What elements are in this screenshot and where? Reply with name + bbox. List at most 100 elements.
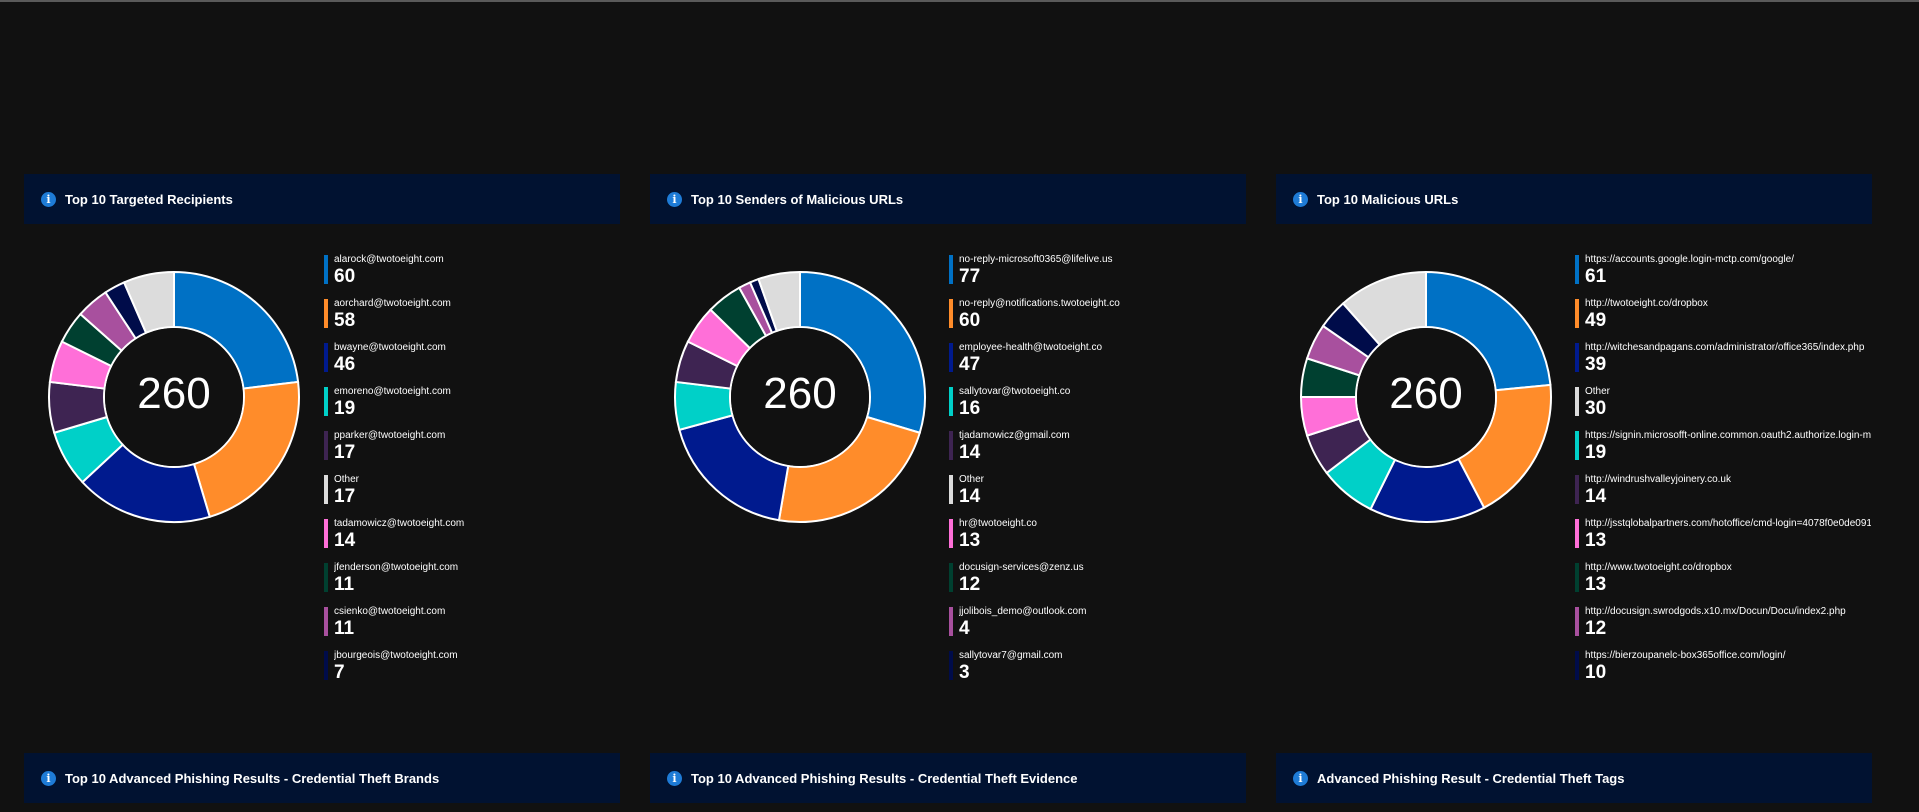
legend-item[interactable]: jjolibois_demo@outlook.com 4	[949, 605, 1244, 649]
legend-value: 17	[334, 442, 356, 463]
legend-item[interactable]: bwayne@twotoeight.com 46	[324, 341, 619, 385]
legend-label: docusign-services@zenz.us	[959, 562, 1084, 573]
legend-item[interactable]: sallytovar@twotoeight.co 16	[949, 385, 1244, 429]
legend-item[interactable]: pparker@twotoeight.com 17	[324, 429, 619, 473]
legend-swatch	[1575, 607, 1579, 636]
legend-swatch	[949, 563, 953, 592]
legend-swatch	[949, 299, 953, 328]
donut-chart-senders-malicious-urls	[674, 270, 926, 523]
legend-item[interactable]: docusign-services@zenz.us 12	[949, 561, 1244, 605]
legend-item[interactable]: http://twotoeight.co/dropbox 49	[1575, 297, 1871, 341]
legend-swatch	[1575, 519, 1579, 548]
legend-swatch	[324, 519, 328, 548]
legend-swatch	[949, 519, 953, 548]
legend-value: 60	[959, 310, 981, 331]
legend-value: 13	[1585, 574, 1607, 595]
legend-label: csienko@twotoeight.com	[334, 606, 446, 617]
legend-item[interactable]: employee-health@twotoeight.co 47	[949, 341, 1244, 385]
info-icon[interactable]: i	[667, 191, 682, 207]
legend-item[interactable]: hr@twotoeight.co 13	[949, 517, 1244, 561]
donut-slice[interactable]	[799, 270, 926, 434]
legend-value: 49	[1585, 310, 1607, 331]
legend-value: 11	[334, 574, 355, 595]
legend-item[interactable]: aorchard@twotoeight.com 58	[324, 297, 619, 341]
legend-label: https://signin.microsofft-online.common.…	[1585, 430, 1871, 441]
legend-item[interactable]: http://docusign.swrodgods.x10.mx/Docun/D…	[1575, 605, 1871, 649]
legend-swatch	[1575, 651, 1579, 680]
legend-swatch	[949, 607, 953, 636]
legend-swatch	[1575, 255, 1579, 284]
legend-item[interactable]: https://bierzoupanelc-box365office.com/l…	[1575, 649, 1871, 693]
legend-swatch	[324, 255, 328, 284]
legend-item[interactable]: http://windrushvalleyjoinery.co.uk 14	[1575, 473, 1871, 517]
donut-hole	[1357, 328, 1495, 466]
legend-value: 30	[1585, 398, 1607, 419]
legend-item[interactable]: Other 17	[324, 473, 619, 517]
legend-swatch	[324, 431, 328, 460]
legend-swatch	[1575, 343, 1579, 372]
legend-item[interactable]: Other 30	[1575, 385, 1871, 429]
legend-item[interactable]: tjadamowicz@gmail.com 14	[949, 429, 1244, 473]
panel-title: Top 10 Senders of Malicious URLs	[691, 191, 904, 207]
donut-slice[interactable]	[122, 270, 175, 335]
legend-value: 60	[334, 266, 356, 287]
legend-item[interactable]: jfenderson@twotoeight.com 11	[324, 561, 619, 605]
legend-item[interactable]: https://accounts.google.login-mctp.com/g…	[1575, 253, 1871, 297]
donut-slice[interactable]	[1341, 270, 1427, 347]
panel-header-credential-theft-brands: i Top 10 Advanced Phishing Results - Cre…	[24, 753, 620, 803]
legend-senders-malicious-urls: no-reply-microsoft0365@lifelive.us 77 no-r…	[949, 253, 1244, 693]
legend-label: hr@twotoeight.co	[959, 518, 1037, 529]
legend-item[interactable]: no-reply@notifications.twotoeight.co 60	[949, 297, 1244, 341]
info-icon[interactable]: i	[1293, 191, 1308, 207]
legend-label: alarock@twotoeight.com	[334, 254, 444, 265]
legend-swatch	[949, 651, 953, 680]
donut-slice[interactable]	[1425, 270, 1552, 392]
donut-slice[interactable]	[777, 415, 922, 523]
legend-item[interactable]: http://witchesandpagans.com/administrato…	[1575, 341, 1871, 385]
panel-header-credential-theft-evidence: i Top 10 Advanced Phishing Results - Cre…	[650, 753, 1246, 803]
legend-item[interactable]: http://jsstqlobalpartners.com/hotoffice/…	[1575, 517, 1871, 561]
panel-title: Top 10 Targeted Recipients	[65, 191, 233, 207]
legend-item[interactable]: emoreno@twotoeight.com 19	[324, 385, 619, 429]
legend-value: 19	[334, 398, 356, 419]
info-icon[interactable]: i	[667, 770, 682, 786]
legend-malicious-urls: https://accounts.google.login-mctp.com/g…	[1575, 253, 1871, 693]
donut-slice[interactable]	[757, 270, 801, 333]
legend-value: 19	[1585, 442, 1607, 463]
legend-label: sallytovar7@gmail.com	[959, 650, 1063, 661]
legend-value: 4	[959, 618, 970, 639]
legend-value: 14	[959, 486, 981, 507]
panel-header-malicious-urls: i Top 10 Malicious URLs	[1276, 174, 1872, 224]
legend-value: 3	[959, 662, 970, 683]
legend-label: Other	[1585, 386, 1611, 397]
legend-value: 12	[1585, 618, 1607, 639]
legend-item[interactable]: http://www.twotoeight.co/dropbox 13	[1575, 561, 1871, 605]
donut-hole	[731, 328, 869, 466]
legend-item[interactable]: csienko@twotoeight.com 11	[324, 605, 619, 649]
donut-chart-malicious-urls	[1299, 270, 1552, 523]
legend-item[interactable]: alarock@twotoeight.com 60	[324, 253, 619, 297]
legend-item[interactable]: tadamowicz@twotoeight.com 14	[324, 517, 619, 561]
legend-item[interactable]: https://signin.microsofft-online.common.…	[1575, 429, 1871, 473]
legend-value: 7	[334, 662, 345, 683]
legend-swatch	[949, 475, 953, 504]
legend-swatch	[949, 387, 953, 416]
legend-value: 14	[1585, 486, 1607, 507]
info-icon[interactable]: i	[1293, 770, 1308, 786]
legend-swatch	[949, 431, 953, 460]
legend-label: jjolibois_demo@outlook.com	[959, 606, 1087, 617]
donut-hole	[105, 328, 243, 466]
legend-value: 11	[334, 618, 355, 639]
legend-label: tjadamowicz@gmail.com	[959, 430, 1070, 441]
info-icon[interactable]: i	[41, 770, 56, 786]
legend-value: 10	[1585, 662, 1607, 683]
legend-item[interactable]: Other 14	[949, 473, 1244, 517]
info-icon[interactable]: i	[41, 191, 56, 207]
legend-item[interactable]: jbourgeois@twotoeight.com 7	[324, 649, 619, 693]
top-divider	[0, 0, 1919, 2]
legend-item[interactable]: sallytovar7@gmail.com 3	[949, 649, 1244, 693]
legend-value: 47	[959, 354, 981, 375]
donut-slice[interactable]	[173, 270, 300, 390]
legend-label: http://witchesandpagans.com/administrato…	[1585, 342, 1865, 353]
legend-item[interactable]: no-reply-microsoft0365@lifelive.us 77	[949, 253, 1244, 297]
